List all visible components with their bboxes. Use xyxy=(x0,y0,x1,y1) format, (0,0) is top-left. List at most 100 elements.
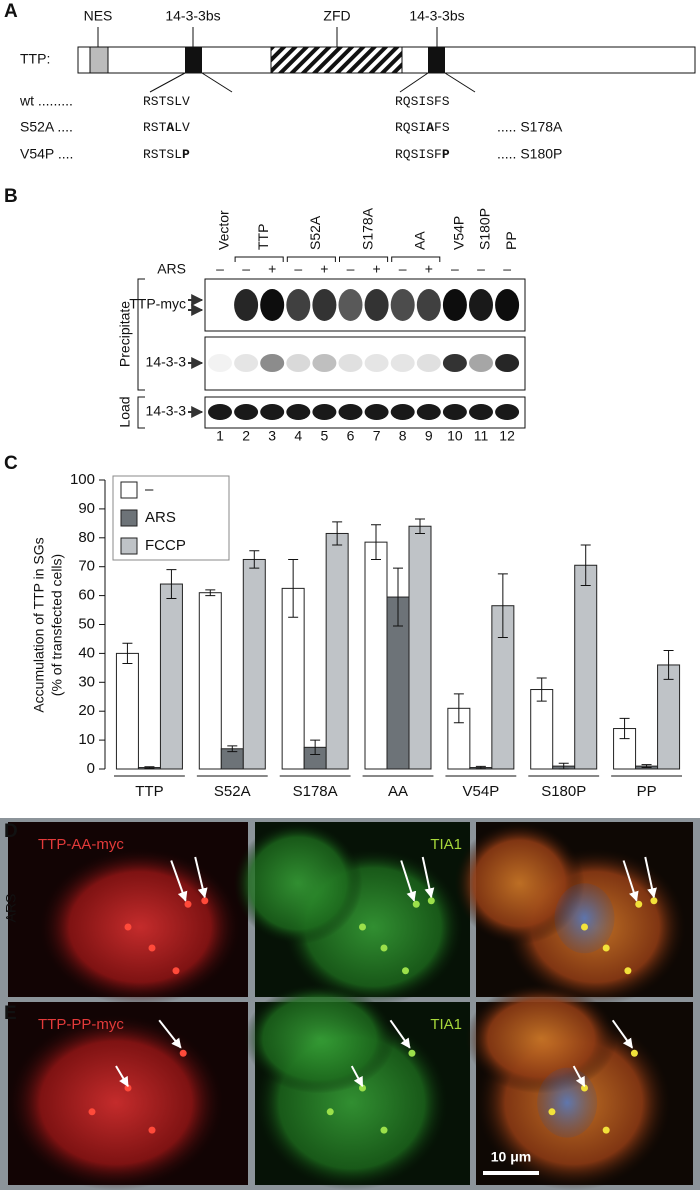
treatment-sign: + xyxy=(320,261,328,277)
y-tick-label: 0 xyxy=(87,760,95,777)
granule xyxy=(635,900,643,908)
sequence-segment: P xyxy=(182,147,190,162)
lane-header: S178A xyxy=(359,207,375,250)
blot-band xyxy=(338,404,363,420)
legend-swatch xyxy=(120,537,138,555)
cell xyxy=(8,1014,224,1190)
lane-number: 8 xyxy=(399,428,407,444)
y-tick-label: 40 xyxy=(78,644,95,661)
granule xyxy=(148,1126,156,1134)
error-bar xyxy=(475,765,486,770)
blot-band xyxy=(469,354,493,372)
cell xyxy=(465,983,618,1094)
bar xyxy=(159,583,183,770)
blot-band xyxy=(364,289,389,321)
lane-number: 6 xyxy=(347,428,355,444)
error-bar xyxy=(371,524,381,560)
blot-band xyxy=(260,404,285,420)
sequence-segment: RQSISF xyxy=(395,147,442,162)
domain-label: NES xyxy=(84,8,113,24)
sequence-segment: RQSI xyxy=(395,120,426,135)
condition-label: ARS xyxy=(3,894,19,923)
treatment-sign: + xyxy=(373,261,381,277)
treatment-sign: – xyxy=(294,261,302,277)
panel-label: A xyxy=(4,1,18,22)
legend-label: FCCP xyxy=(145,537,186,554)
bar xyxy=(198,592,222,770)
error-bar xyxy=(249,550,260,569)
blot-band xyxy=(442,289,467,321)
arrow xyxy=(611,1019,634,1049)
blot-band xyxy=(312,404,337,420)
y-tick-label: 50 xyxy=(78,615,95,632)
arrow xyxy=(158,1019,182,1049)
granule xyxy=(624,967,632,975)
x-tick-label: TTP xyxy=(135,783,163,800)
granule xyxy=(172,967,180,975)
sequence-segment: RQSISFS xyxy=(395,94,450,109)
arrowheads xyxy=(188,294,204,418)
treatment-label: ARS xyxy=(157,261,186,277)
error-bar xyxy=(641,764,652,769)
group-label: Precipitate xyxy=(117,301,133,367)
y-axis-label: (% of transfected cells) xyxy=(49,554,65,696)
lane-bracket xyxy=(391,256,441,262)
channel-label: TTP-PP-myc xyxy=(38,1016,124,1033)
row-label: 14-3-3 xyxy=(146,354,187,370)
granule xyxy=(124,923,132,931)
bar xyxy=(574,564,598,770)
arrow xyxy=(389,1019,411,1049)
x-tick-label: AA xyxy=(388,783,408,800)
panel-c: C Accumulation of TTP in SGs (% of trans… xyxy=(4,453,682,800)
arrow xyxy=(170,860,188,902)
error-bar xyxy=(497,573,508,639)
treatment-sign: – xyxy=(399,261,407,277)
granule xyxy=(402,967,409,975)
lane-header: S180P xyxy=(477,208,493,250)
scale-bar-label: 10 μm xyxy=(491,1149,531,1165)
blot-band xyxy=(416,289,441,321)
blot-band xyxy=(416,404,441,420)
x-tick-label: V54P xyxy=(463,783,500,800)
lane-bracket xyxy=(234,256,284,262)
binding-site xyxy=(185,47,202,73)
bar xyxy=(657,664,681,770)
blot-band xyxy=(312,354,337,372)
granule xyxy=(650,897,658,905)
lane-header: TTP xyxy=(255,224,271,250)
bar xyxy=(364,541,388,770)
blot-band xyxy=(208,404,232,420)
sequence-segment: FS xyxy=(434,120,450,135)
panel-label: C xyxy=(4,453,18,474)
y-tick-label: 20 xyxy=(78,702,95,719)
bar xyxy=(115,652,139,770)
nucleus xyxy=(554,883,615,954)
panel-label: D xyxy=(4,821,18,842)
cell xyxy=(233,822,363,945)
nes-domain xyxy=(89,46,109,74)
blot-band xyxy=(442,404,467,420)
granule xyxy=(412,900,420,908)
granule xyxy=(427,897,435,905)
lane-number: 11 xyxy=(474,428,489,444)
legend-swatch xyxy=(120,509,138,527)
scale-bar xyxy=(483,1171,539,1175)
treatment-sign: – xyxy=(347,261,355,277)
zfd-domain xyxy=(270,46,403,74)
blot-band xyxy=(234,404,259,420)
legend-label: ARS xyxy=(145,509,176,526)
lane-number: 4 xyxy=(294,428,302,444)
lane-number: 9 xyxy=(425,428,433,444)
blot-band xyxy=(469,289,493,321)
mutant-suffix: ..... S178A xyxy=(497,119,563,135)
sequence: RSTALV xyxy=(143,120,190,135)
granule xyxy=(602,944,610,952)
blot-band xyxy=(260,289,285,321)
row-label: TTP-myc xyxy=(129,296,186,312)
blot-band xyxy=(234,354,259,372)
sequence-segment: A xyxy=(426,120,434,135)
blot-band xyxy=(442,354,467,372)
sequence: RQSISFP xyxy=(395,147,450,162)
granule xyxy=(148,944,156,952)
